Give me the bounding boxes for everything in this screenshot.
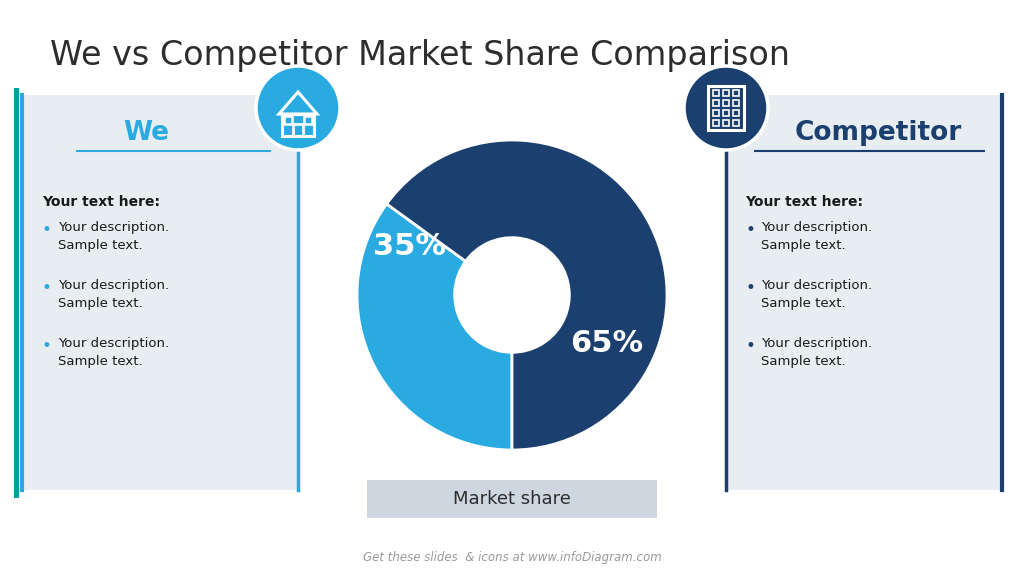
Text: We: We (123, 120, 169, 146)
Text: •: • (745, 337, 755, 355)
Circle shape (455, 238, 569, 353)
Wedge shape (387, 140, 667, 450)
Text: Your description.
Sample text.: Your description. Sample text. (58, 279, 169, 309)
Text: Your text here:: Your text here: (42, 195, 160, 209)
Text: Competitor: Competitor (795, 120, 962, 146)
Text: 65%: 65% (570, 329, 643, 358)
Text: •: • (745, 279, 755, 297)
Circle shape (684, 66, 768, 150)
Text: Your description.
Sample text.: Your description. Sample text. (58, 221, 169, 252)
Text: Your description.
Sample text.: Your description. Sample text. (761, 337, 872, 367)
Text: •: • (42, 337, 52, 355)
Text: Your description.
Sample text.: Your description. Sample text. (58, 337, 169, 367)
Text: •: • (42, 279, 52, 297)
FancyBboxPatch shape (14, 88, 19, 498)
Text: •: • (42, 221, 52, 239)
Circle shape (256, 66, 340, 150)
Text: Your description.
Sample text.: Your description. Sample text. (761, 221, 872, 252)
Text: We vs Competitor Market Share Comparison: We vs Competitor Market Share Comparison (50, 39, 790, 71)
FancyBboxPatch shape (727, 95, 1002, 490)
Text: Your text here:: Your text here: (745, 195, 863, 209)
Text: 35%: 35% (373, 232, 445, 262)
Text: Market share: Market share (453, 490, 571, 508)
Wedge shape (357, 204, 512, 450)
Text: Your description.
Sample text.: Your description. Sample text. (761, 279, 872, 309)
Text: •: • (745, 221, 755, 239)
FancyBboxPatch shape (367, 480, 657, 518)
Text: Get these slides  & icons at www.infoDiagram.com: Get these slides & icons at www.infoDiag… (362, 551, 662, 564)
FancyBboxPatch shape (22, 95, 297, 490)
